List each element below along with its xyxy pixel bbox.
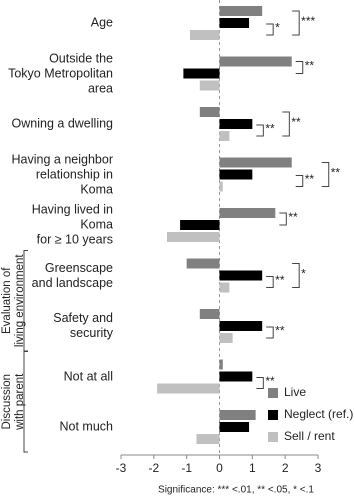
- bar: [180, 220, 220, 230]
- bracket: [321, 162, 330, 187]
- bar: [219, 410, 256, 420]
- bar: [219, 157, 292, 168]
- bar: [219, 422, 250, 432]
- bar: [219, 169, 253, 180]
- bar: [219, 6, 263, 16]
- x-tick-label: 0: [216, 461, 223, 475]
- category-label: Not at all: [63, 369, 113, 383]
- category-label: Owning a dwelling: [11, 116, 113, 131]
- bracket: [292, 263, 300, 288]
- legend-swatch: [268, 388, 278, 398]
- significance-label: **: [288, 210, 298, 224]
- bar: [186, 258, 220, 269]
- bar: [219, 208, 276, 218]
- significance-label: **: [305, 59, 315, 73]
- bar: [219, 181, 223, 192]
- bar: [219, 333, 233, 343]
- bar: [219, 56, 292, 67]
- x-tick-label: -2: [148, 461, 159, 475]
- x-tick-label: -1: [181, 461, 192, 475]
- bar: [219, 282, 230, 293]
- group-label-line: with parent: [14, 373, 26, 431]
- bracket: [266, 326, 274, 339]
- bracket: [279, 212, 287, 226]
- bar: [199, 107, 220, 117]
- bar: [196, 434, 220, 444]
- group-label: Evaluation ofliving environment: [1, 254, 26, 347]
- legend-label: Sell / rent: [284, 429, 335, 443]
- significance-label: **: [331, 166, 341, 180]
- category-label: Not much: [59, 419, 114, 434]
- bar: [199, 309, 220, 319]
- significance-label: **: [275, 273, 285, 287]
- group-label-line: Evaluation of: [1, 267, 13, 334]
- category-label: Outside the Tokyo Metropolitan area: [8, 51, 113, 95]
- legend-label: Live: [284, 385, 306, 399]
- bar: [183, 68, 220, 79]
- category-label: Age: [90, 15, 113, 30]
- bracket: [256, 377, 264, 389]
- bar: [219, 359, 223, 370]
- group-label: Discussionwith parent: [1, 373, 26, 431]
- bar: [219, 321, 263, 331]
- bar: [199, 80, 220, 91]
- significance-label: *: [301, 267, 306, 281]
- bar: [189, 30, 220, 40]
- footnote: Significance: *** <.01, ** <.05, * <.1: [158, 485, 314, 496]
- bracket: [266, 276, 274, 288]
- significance-label: **: [291, 115, 301, 129]
- significance-label: **: [275, 324, 285, 338]
- bracket: [295, 61, 304, 74]
- group-bracket: [23, 351, 28, 453]
- significance-label: **: [305, 172, 315, 186]
- category-label: Greenscape and landscape: [31, 260, 113, 290]
- x-tick-label: 2: [282, 461, 289, 475]
- bar: [219, 18, 250, 28]
- bar: [157, 383, 220, 394]
- group-label-line: living environment: [14, 254, 26, 347]
- bracket: [295, 175, 304, 187]
- significance-label: **: [265, 374, 275, 388]
- legend-swatch: [268, 410, 278, 420]
- bar: [219, 371, 253, 382]
- category-label: Having lived in Koma for ≥ 10 years: [31, 202, 113, 247]
- legend-label: Neglect (ref.): [284, 407, 353, 421]
- x-tick-label: 3: [315, 461, 322, 475]
- bar: [219, 119, 253, 129]
- bracket: [266, 23, 274, 36]
- significance-label: **: [265, 122, 275, 136]
- bar: [219, 270, 263, 281]
- group-label-line: Discussion: [1, 374, 13, 430]
- significance-label: *: [275, 21, 280, 35]
- category-label: Safety and security: [53, 311, 113, 340]
- bar: [219, 131, 230, 141]
- bracket: [282, 111, 290, 137]
- legend-swatch: [268, 432, 278, 442]
- x-tick-label: 1: [249, 461, 256, 475]
- x-tick-label: -3: [116, 461, 127, 475]
- bracket: [256, 124, 264, 137]
- significance-label: ***: [301, 14, 315, 28]
- bracket: [292, 10, 300, 36]
- bar: [166, 232, 220, 242]
- category-label: Having a neighbor relationship in Koma: [11, 152, 113, 196]
